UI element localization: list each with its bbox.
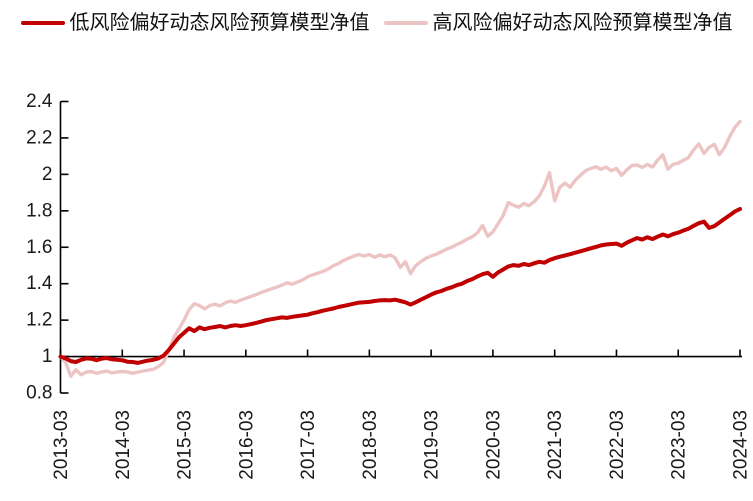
y-axis-tick-label: 1 bbox=[42, 346, 53, 367]
y-axis-tick-label: 1.4 bbox=[26, 273, 53, 294]
y-axis-tick-label: 1.6 bbox=[26, 237, 52, 258]
x-axis-tick-label: 2020-03 bbox=[483, 410, 504, 480]
legend-line-swatch-low-risk bbox=[20, 21, 65, 25]
series-line-high-risk bbox=[58, 119, 742, 378]
y-axis-tick-label: 0.8 bbox=[26, 383, 52, 404]
y-axis-tick-label: 2 bbox=[42, 164, 53, 185]
legend-line-swatch-high-risk bbox=[383, 21, 428, 25]
y-axis-tick-label: 2.2 bbox=[26, 127, 52, 148]
chart-legend: 低风险偏好动态风险预算模型净值 高风险偏好动态风险预算模型净值 bbox=[0, 8, 753, 38]
x-axis-tick-label: 2023-03 bbox=[669, 410, 690, 480]
series-line-low-risk bbox=[58, 207, 742, 365]
x-axis-tick-label: 2018-03 bbox=[360, 410, 381, 480]
x-axis-tick-label: 2013-03 bbox=[51, 410, 72, 480]
legend-item-low-risk: 低风险偏好动态风险预算模型净值 bbox=[20, 12, 370, 34]
y-axis-tick-label: 1.2 bbox=[26, 310, 52, 331]
y-axis-tick-label: 2.4 bbox=[26, 91, 53, 112]
x-axis-tick-label: 2024-03 bbox=[731, 410, 752, 480]
legend-label-low-risk: 低风险偏好动态风险预算模型净值 bbox=[69, 12, 370, 34]
x-axis-tick-label: 2016-03 bbox=[236, 410, 257, 480]
x-axis-tick-label: 2017-03 bbox=[298, 410, 319, 480]
x-axis-tick-label: 2014-03 bbox=[113, 410, 134, 480]
x-axis-tick-label: 2021-03 bbox=[545, 410, 566, 480]
y-axis-tick-label: 1.8 bbox=[26, 200, 52, 221]
x-axis-tick-label: 2022-03 bbox=[607, 410, 628, 480]
x-axis-tick-label: 2019-03 bbox=[422, 410, 443, 480]
x-axis-tick-label: 2015-03 bbox=[175, 410, 196, 480]
axes: 0.8 1 1.2 1.4 1.6 1.8 2 2.2 2.4 2013-03 2014-03 201… bbox=[26, 91, 751, 480]
legend-label-high-risk: 高风险偏好动态风险预算模型净值 bbox=[432, 12, 733, 34]
legend-item-high-risk: 高风险偏好动态风险预算模型净值 bbox=[383, 12, 733, 34]
